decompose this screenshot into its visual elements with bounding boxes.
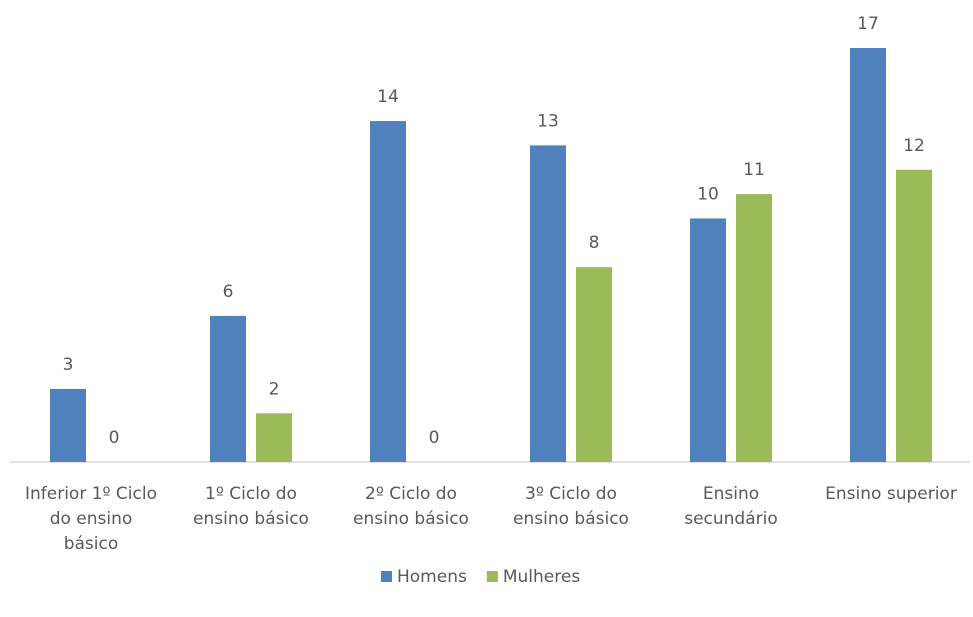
data-label: 0 [429,428,440,448]
x-tick-label: 1º Ciclo do ensino básico [193,484,309,529]
bar [850,48,886,462]
data-label: 14 [377,87,399,107]
data-label: 12 [903,136,925,156]
data-label: 0 [109,428,120,448]
data-label: 2 [269,379,280,399]
x-tick-label: 3º Ciclo do ensino básico [513,484,629,529]
legend-swatch [486,571,498,582]
data-label: 8 [589,233,600,253]
legend-swatch [381,571,392,582]
x-tick-label: Ensino secundário [684,484,778,529]
data-label: 17 [857,14,879,34]
data-label: 11 [743,160,765,180]
x-tick-label: 2º Ciclo do ensino básico [353,484,469,529]
data-label: 6 [223,282,234,302]
bar [256,413,292,462]
bar [50,388,86,462]
bar [690,218,726,462]
bar [370,121,406,462]
data-label: 13 [537,111,559,131]
bar [896,169,932,462]
data-label: 10 [697,184,719,204]
bar [530,145,566,463]
legend-label: Homens [397,567,467,587]
bar [736,194,772,462]
legend-label: Mulheres [503,567,580,587]
x-tick-label: Ensino superior [825,484,957,504]
data-label: 3 [63,355,74,375]
x-tick-label: Inferior 1º Ciclo do ensino básico [24,484,158,554]
bar [210,315,246,462]
bar [576,267,612,462]
